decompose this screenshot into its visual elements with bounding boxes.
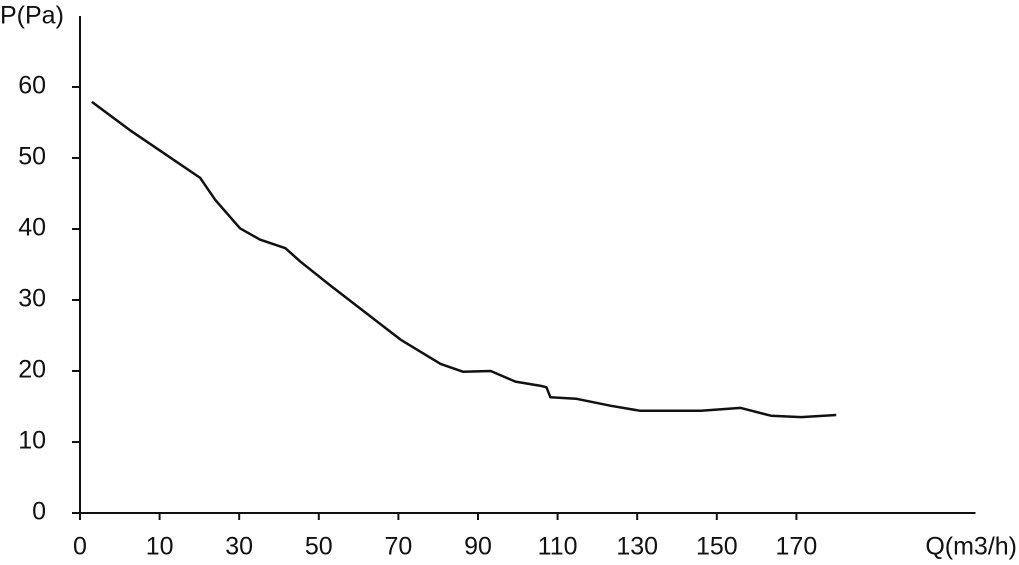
x-tick-label: 170 [776, 533, 818, 561]
x-axis-label: Q(m3/h) [925, 533, 1017, 561]
x-tick-label: 70 [384, 533, 412, 561]
x-tick-label: 110 [538, 533, 578, 561]
line [91, 100, 837, 419]
y-tick-label: 10 [18, 427, 46, 455]
x-tick-label: 90 [464, 533, 492, 561]
y-tick-label: 40 [18, 214, 46, 242]
y-tick-label: 30 [18, 285, 46, 313]
x-tick-label: 30 [225, 533, 253, 561]
y-tick-label: 60 [18, 72, 46, 100]
x-tick-label: 0 [73, 533, 87, 561]
x-tick-label: 50 [305, 533, 333, 561]
y-tick-label: 20 [18, 356, 46, 384]
y-tick-label: 0 [32, 498, 46, 526]
y-tick-label: 50 [18, 143, 46, 171]
y-axis-label: P(Pa) [0, 2, 64, 30]
x-tick-label: 150 [696, 533, 738, 561]
x-tick-label: 130 [616, 533, 658, 561]
x-tick-label: 10 [146, 533, 174, 561]
